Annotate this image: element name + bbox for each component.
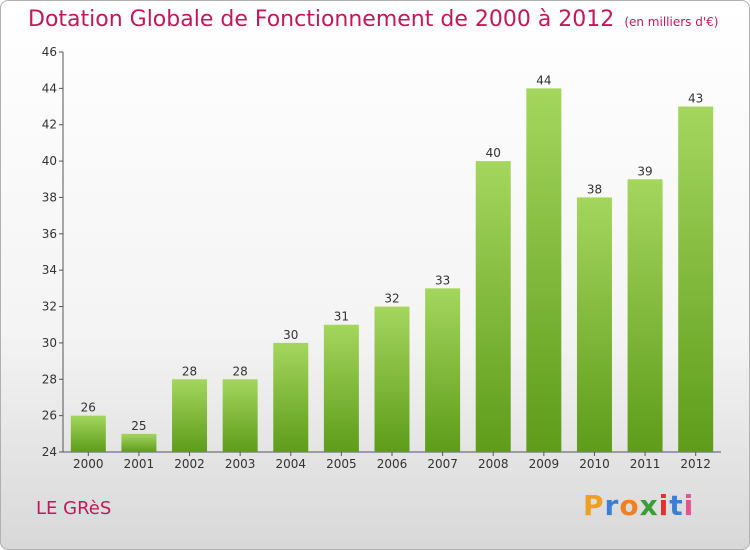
value-label-2009: 44	[536, 73, 551, 87]
chart-title: Dotation Globale de Fonctionnement de 20…	[28, 7, 718, 32]
chart-subtitle: (en milliers d'€)	[624, 15, 719, 29]
x-tick-label-2010: 2010	[579, 457, 610, 471]
y-tick-label: 24	[42, 445, 57, 459]
commune-name: LE GRèS	[36, 498, 112, 519]
y-tick-label: 26	[42, 409, 57, 423]
value-label-2003: 28	[233, 364, 248, 378]
x-tick-label-2011: 2011	[630, 457, 661, 471]
bar-2005	[323, 324, 359, 452]
x-tick-label-2004: 2004	[275, 457, 306, 471]
x-tick-label-2007: 2007	[427, 457, 458, 471]
value-label-2004: 30	[283, 328, 298, 342]
y-tick-label: 34	[42, 263, 57, 277]
logo-letter: x	[639, 489, 659, 522]
value-label-2007: 33	[435, 273, 450, 287]
logo-letter: i	[658, 489, 670, 522]
value-label-2006: 32	[384, 292, 399, 306]
bar-2008	[475, 161, 511, 452]
logo-letter: i	[683, 489, 695, 522]
bar-2006	[374, 306, 410, 452]
logo-letter: t	[669, 489, 684, 522]
x-tick-label-2005: 2005	[326, 457, 357, 471]
bar-2012	[678, 106, 714, 452]
value-label-2012: 43	[688, 92, 703, 106]
x-tick-label-2009: 2009	[529, 457, 560, 471]
bar-2003	[222, 379, 258, 452]
x-tick-label-2000: 2000	[73, 457, 104, 471]
bar-2001	[121, 433, 157, 452]
bar-2010	[576, 197, 612, 452]
value-label-2011: 39	[637, 164, 652, 178]
logo-letter: r	[604, 489, 620, 522]
bar-2004	[273, 342, 309, 452]
y-tick-label: 30	[42, 336, 57, 350]
bar-2011	[627, 179, 663, 453]
bar-2007	[425, 288, 461, 452]
y-tick-label: 44	[42, 81, 57, 95]
value-label-2010: 38	[587, 182, 602, 196]
x-tick-label-2001: 2001	[124, 457, 155, 471]
bar-2009	[526, 88, 562, 452]
logo-letter: P	[583, 489, 605, 522]
x-tick-label-2008: 2008	[478, 457, 509, 471]
value-label-2008: 40	[486, 146, 501, 160]
x-tick-label-2006: 2006	[377, 457, 408, 471]
y-tick-label: 36	[42, 227, 57, 241]
bar-2000	[70, 415, 106, 452]
title-text: Dotation Globale de Fonctionnement de 20…	[28, 7, 615, 32]
y-tick-label: 40	[42, 154, 57, 168]
proxiti-logo: Proxiti	[583, 489, 694, 522]
value-label-2001: 25	[131, 419, 146, 433]
y-tick-label: 42	[42, 118, 57, 132]
value-label-2002: 28	[182, 364, 197, 378]
value-label-2000: 26	[81, 401, 96, 415]
logo-letter: o	[619, 489, 640, 522]
x-tick-label-2003: 2003	[225, 457, 256, 471]
y-tick-label: 28	[42, 372, 57, 386]
y-tick-label: 46	[42, 45, 57, 59]
y-tick-label: 38	[42, 190, 57, 204]
x-tick-label-2002: 2002	[174, 457, 205, 471]
y-tick-label: 32	[42, 300, 57, 314]
value-label-2005: 31	[334, 310, 349, 324]
x-tick-label-2012: 2012	[680, 457, 711, 471]
bar-2002	[172, 379, 208, 452]
